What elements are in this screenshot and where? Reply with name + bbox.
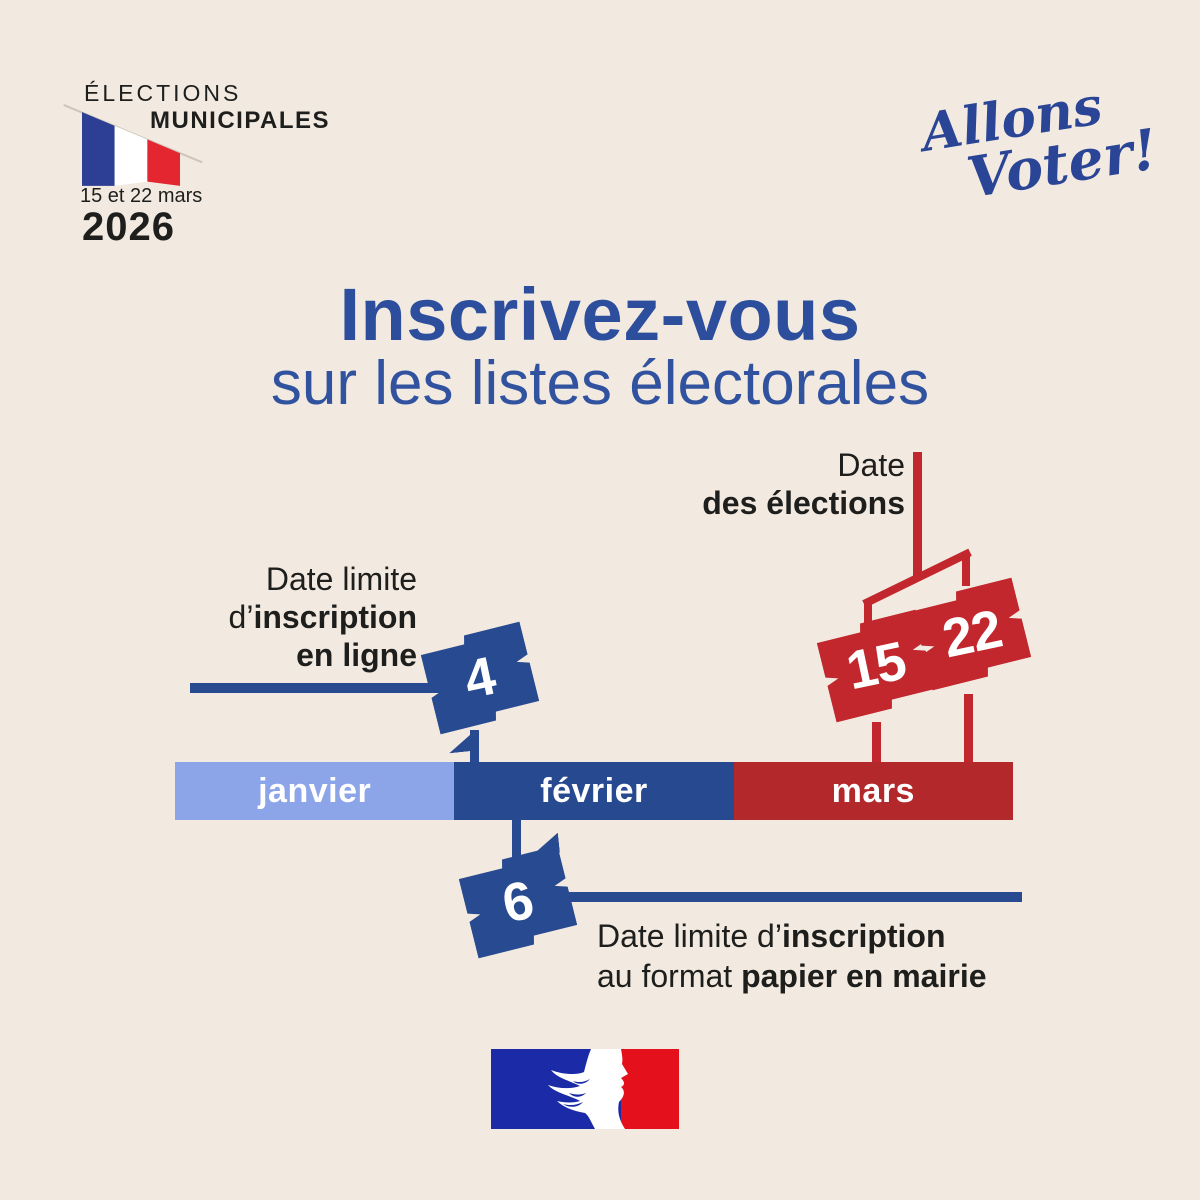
online-deadline-connector-line [190, 683, 450, 693]
timeline-label-mars: mars [831, 771, 915, 810]
paper-deadline-line2-bold: papier en mairie [741, 958, 987, 994]
election-date-connector-tick-left [864, 600, 872, 626]
election-date-label-line1: Date [837, 447, 905, 483]
badge-day-4-number: 4 [459, 645, 501, 711]
online-deadline-label: Date limite d’inscription en ligne [229, 560, 417, 674]
paper-deadline-label: Date limite d’inscription au format papi… [597, 916, 987, 996]
brand-municipales-word: MUNICIPALES [150, 107, 331, 134]
brand-election-year: 2026 [82, 205, 175, 249]
timeline-label-fevrier: février [540, 771, 648, 810]
online-deadline-line1: Date limite [265, 561, 417, 597]
paper-deadline-line1: Date limite d’inscription [597, 916, 987, 956]
badge-day-6-number: 6 [497, 869, 539, 935]
election-date-label: Date des élections [702, 446, 905, 522]
allons-voter-logo: Allons Voter! [917, 75, 1161, 211]
brand-election-dates: 15 et 22 mars [80, 185, 203, 207]
paper-deadline-line2-prefix: au format [597, 958, 742, 994]
brand-elections-word: ÉLECTIONS [84, 80, 242, 106]
online-deadline-line3: en ligne [296, 637, 417, 673]
badge-6-stem [512, 818, 521, 864]
badge-day-15-number: 15 [841, 630, 911, 702]
badge-15-stem [872, 722, 881, 766]
badge-day-22-number: 22 [937, 598, 1007, 670]
badge-day-4: 4 [418, 619, 542, 737]
french-flag-icon [82, 112, 180, 186]
timeline-label-janvier: janvier [258, 771, 372, 810]
badge-4-torn-scrap [447, 731, 477, 754]
headline-main: Inscrivez-vous [339, 273, 861, 356]
timeline-segment-janvier: janvier [175, 762, 455, 820]
paper-deadline-line2: au format papier en mairie [597, 956, 987, 996]
online-deadline-line2-prefix: d’ [228, 599, 254, 635]
online-deadline-line2-bold: inscription [253, 599, 417, 635]
election-date-connector-tick-right [962, 554, 970, 586]
paper-deadline-line1-bold: inscription [781, 918, 946, 954]
badge-22-stem [964, 694, 973, 766]
election-date-label-line2: des élections [702, 485, 905, 521]
online-deadline-line2: d’inscription [229, 598, 417, 636]
headline-sub: sur les listes électorales [270, 349, 930, 418]
election-date-connector-stem [913, 452, 922, 580]
timeline-segment-mars: mars [733, 762, 1013, 820]
paper-deadline-connector-line [556, 892, 1022, 902]
badge-day-6: 6 [456, 843, 580, 961]
paper-deadline-line1-prefix: Date limite d’ [597, 918, 782, 954]
marianne-french-republic-logo [491, 1049, 679, 1129]
timeline-bar: janvier février mars [175, 762, 1013, 820]
timeline-segment-fevrier: février [454, 762, 734, 820]
